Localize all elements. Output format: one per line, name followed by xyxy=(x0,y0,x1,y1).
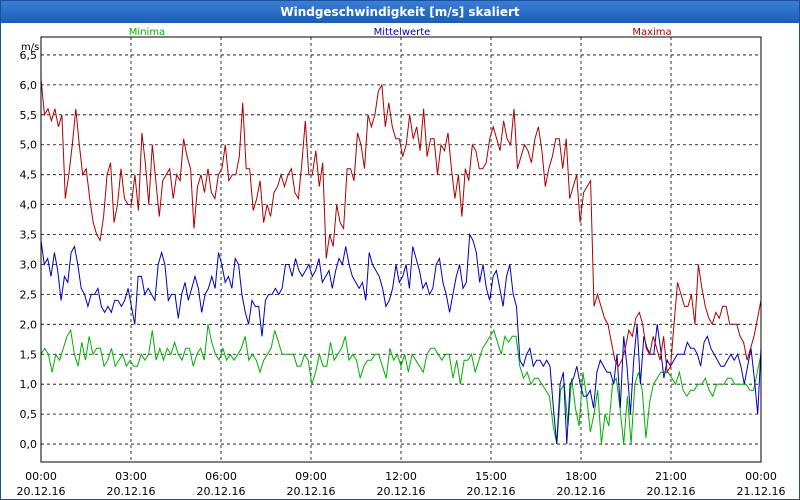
legend-maxima: Maxima xyxy=(632,27,671,38)
x-tick-time: 06:00 xyxy=(205,470,237,483)
y-tick-label: 4,0 xyxy=(20,199,38,212)
plot-frame xyxy=(40,36,762,463)
y-tick-label: 6,0 xyxy=(20,79,38,92)
y-tick-label: 2,0 xyxy=(20,318,38,331)
y-tick-label: 4,5 xyxy=(20,169,38,182)
series-layer xyxy=(40,78,762,445)
series-line-minima xyxy=(40,324,762,445)
window-title: Windgeschwindigkeit [m/s] skaliert xyxy=(1,1,799,23)
x-tick-time: 03:00 xyxy=(115,470,147,483)
y-tick-labels: 0,0 0,5 1,0 1,5 2,0 2,5 3,0 3,5 4,0 4,5 5,0 5,5 6,0 6… xyxy=(20,49,38,451)
y-tick-label: 3,5 xyxy=(20,229,38,242)
y-tick-label: 0,5 xyxy=(20,408,38,421)
y-tick-label: 6,5 xyxy=(20,49,38,62)
y-tick-label: 5,5 xyxy=(20,109,38,122)
x-tick-time: 12:00 xyxy=(385,470,417,483)
y-tick-label: 2,5 xyxy=(20,288,38,301)
x-tick-date: 20.12.16 xyxy=(287,485,336,498)
x-tick-labels: 00:00 20.12.16 03:00 20.12.16 06:00 20.12.16 0… xyxy=(17,470,786,498)
x-tick-time: 18:00 xyxy=(565,470,597,483)
y-tick-label: 0,0 xyxy=(20,438,38,451)
series-line-maxima xyxy=(40,78,762,374)
grid-layer xyxy=(41,37,761,462)
x-tick-date: 21.12.16 xyxy=(737,485,786,498)
x-tick-time: 15:00 xyxy=(475,470,507,483)
x-tick-time: 09:00 xyxy=(295,470,327,483)
x-tick-time: 21:00 xyxy=(655,470,687,483)
y-tick-label: 3,0 xyxy=(20,258,38,271)
x-tick-date: 20.12.16 xyxy=(197,485,246,498)
y-tick-label: 5,0 xyxy=(20,139,38,152)
y-tick-label: 1,0 xyxy=(20,378,38,391)
x-tick-time: 00:00 xyxy=(25,470,57,483)
y-tick-label: 1,5 xyxy=(20,348,38,361)
x-tick-date: 20.12.16 xyxy=(377,485,426,498)
x-tick-date: 20.12.16 xyxy=(467,485,516,498)
x-tick-date: 20.12.16 xyxy=(17,485,66,498)
x-tick-date: 20.12.16 xyxy=(107,485,156,498)
legend-minima: Minima xyxy=(129,27,165,38)
x-tick-date: 20.12.16 xyxy=(647,485,696,498)
legend-mittelwerte: Mittelwerte xyxy=(374,27,431,38)
x-tick-time: 00:00 xyxy=(745,470,777,483)
series-line-mittelwerte xyxy=(40,232,762,445)
y-axis-label: m/s xyxy=(21,42,39,53)
x-tick-date: 20.12.16 xyxy=(557,485,606,498)
